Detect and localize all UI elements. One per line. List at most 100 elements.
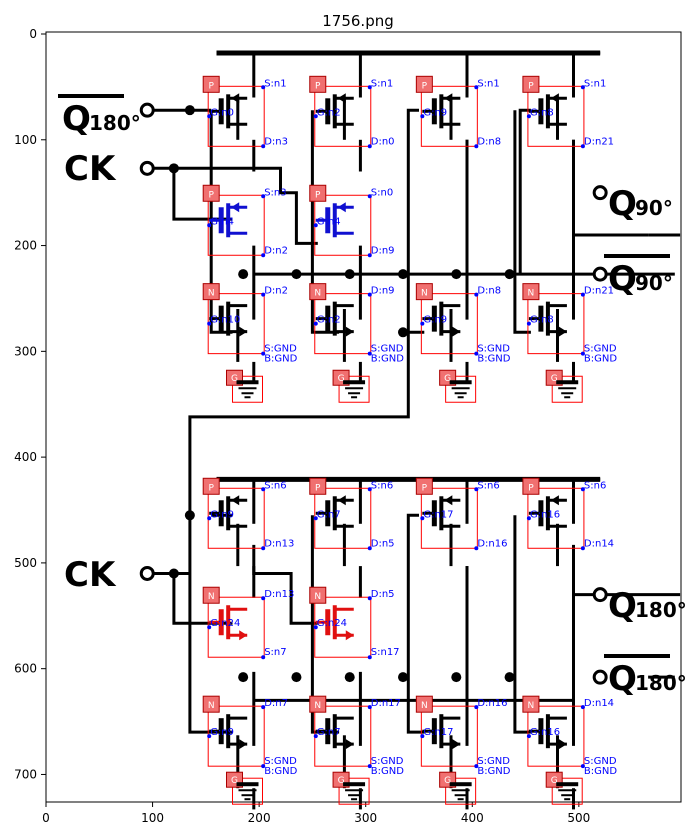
gate-label: G:n2: [317, 107, 341, 118]
ground-bar: [236, 782, 258, 786]
gate-label: G:n7: [317, 509, 341, 520]
y-tick-label: 700: [14, 767, 37, 781]
figure-title: 1756.png: [322, 12, 394, 30]
y-tick-label: 100: [14, 133, 37, 147]
device-type: P: [208, 190, 214, 200]
device-type: N: [314, 592, 321, 602]
signal-main: Q: [608, 184, 637, 224]
device-type: P: [422, 483, 428, 493]
gate-label: G:n8: [530, 315, 554, 326]
terminal-circle: [594, 671, 606, 683]
signal-phase: 180°: [89, 111, 141, 135]
top-terminal-label: S:n6: [584, 480, 606, 491]
top-terminal-label: S:n1: [371, 78, 393, 89]
device-type: N: [314, 289, 321, 299]
terminal-circle: [141, 567, 153, 579]
bottom-terminal-label: D:n16: [477, 538, 507, 549]
y-tick-label: 400: [14, 450, 37, 464]
ground-bar: [450, 380, 472, 384]
junction-dot: [185, 510, 195, 520]
signal-phase: 90°: [635, 271, 673, 295]
gate-label: G:n16: [530, 727, 560, 738]
body-terminal-label: B:GND: [477, 354, 510, 365]
signal-ck-top: CK: [64, 149, 117, 189]
bottom-terminal-label: D:n8: [477, 136, 501, 147]
gate-label: G:n9: [210, 727, 234, 738]
gate-label: G:n2: [317, 315, 341, 326]
top-terminal-label: S:n1: [477, 78, 499, 89]
x-tick-label: 400: [461, 811, 484, 825]
terminal-circle: [141, 104, 153, 116]
gate-label: G:n24: [210, 618, 240, 629]
x-tick-label: 300: [354, 811, 377, 825]
device-type: P: [528, 483, 534, 493]
bottom-terminal-label: D:n5: [371, 538, 395, 549]
gate-label: G:n9: [423, 315, 447, 326]
gate-label: G:n0: [210, 107, 234, 118]
gate-label: G:n24: [317, 618, 347, 629]
signal-phase: 180°: [635, 671, 687, 695]
body-terminal-label: B:GND: [584, 354, 617, 365]
signal-phase: 90°: [635, 196, 673, 220]
ground-bar: [236, 380, 258, 384]
junction-dot: [291, 269, 301, 279]
signal-main: Q: [608, 259, 637, 299]
device-type: N: [421, 289, 428, 299]
ground-bar: [343, 380, 365, 384]
device-type: P: [208, 81, 214, 91]
top-terminal-label: D:n5: [371, 589, 395, 600]
terminal-circle: [141, 162, 153, 174]
signal-main: Q: [62, 99, 91, 139]
y-tick-label: 0: [29, 27, 37, 41]
device-type: N: [421, 701, 428, 711]
device-type: N: [314, 701, 321, 711]
gate-label: G:n7: [317, 727, 341, 738]
device-type: P: [208, 483, 214, 493]
top-terminal-label: D:n2: [264, 286, 288, 297]
top-terminal-label: D:n14: [584, 698, 614, 709]
y-tick-label: 200: [14, 239, 37, 253]
gate-label: G:n17: [423, 727, 453, 738]
junction-dot: [345, 269, 355, 279]
x-tick-label: 500: [567, 811, 590, 825]
y-tick-label: 300: [14, 344, 37, 358]
gate-label: G:n4: [210, 216, 234, 227]
signal-main: Q: [608, 659, 637, 699]
terminal-circle: [594, 187, 606, 199]
junction-dot: [451, 269, 461, 279]
y-tick-label: 600: [14, 662, 37, 676]
body-terminal-label: B:GND: [264, 354, 297, 365]
junction-dot: [398, 672, 408, 682]
gate-label: G:n10: [210, 315, 240, 326]
y-tick-label: 500: [14, 556, 37, 570]
device-type: P: [315, 483, 321, 493]
top-terminal-label: S:n6: [264, 480, 286, 491]
x-tick-label: 200: [248, 811, 271, 825]
bottom-terminal-label: D:n2: [264, 245, 288, 256]
device-type: P: [315, 190, 321, 200]
top-terminal-label: D:n17: [371, 698, 401, 709]
top-terminal-label: S:n1: [264, 78, 286, 89]
device-type: N: [528, 289, 535, 299]
ground-bar: [343, 782, 365, 786]
device-type: N: [208, 701, 215, 711]
x-tick-label: 0: [42, 811, 50, 825]
bottom-terminal-label: D:n14: [584, 538, 614, 549]
top-terminal-label: S:n6: [371, 480, 393, 491]
junction-dot: [451, 672, 461, 682]
junction-dot: [398, 327, 408, 337]
top-terminal-label: D:n16: [477, 698, 507, 709]
signal-main: Q: [608, 586, 637, 626]
ground-bar: [450, 782, 472, 786]
gate-label: G:n17: [423, 509, 453, 520]
x-tick-label: 100: [141, 811, 164, 825]
device-type: N: [208, 289, 215, 299]
top-terminal-label: D:n13: [264, 589, 294, 600]
top-terminal-label: S:n6: [477, 480, 499, 491]
bottom-terminal-label: S:n17: [371, 647, 400, 658]
gate-label: G:n9: [210, 509, 234, 520]
device-type: N: [528, 701, 535, 711]
body-terminal-label: B:GND: [371, 354, 404, 365]
junction-dot: [169, 163, 179, 173]
